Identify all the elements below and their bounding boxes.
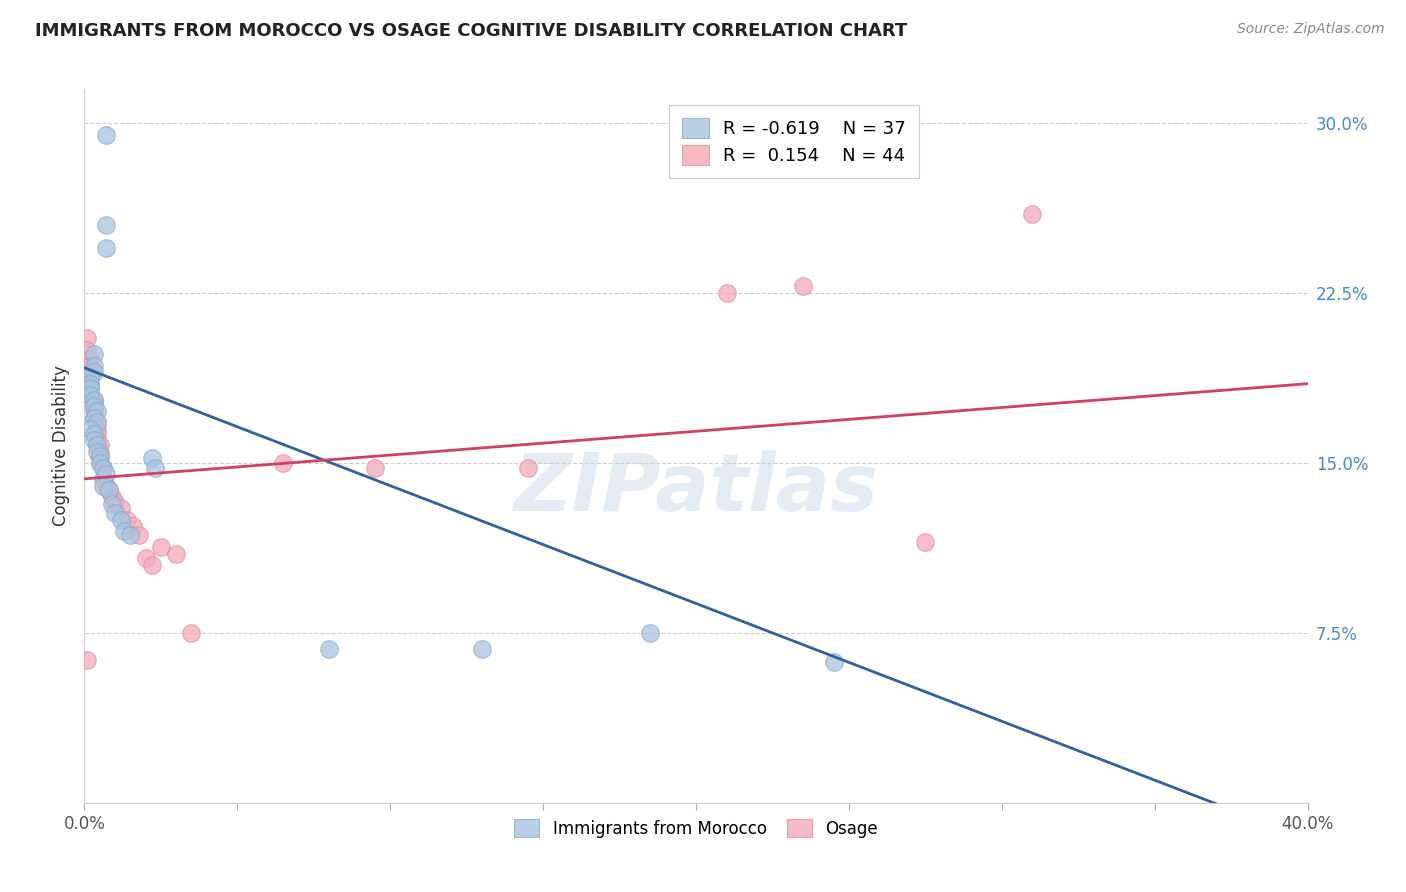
Point <box>180 626 202 640</box>
Point <box>89 456 111 470</box>
Point <box>86 438 108 452</box>
Point <box>165 547 187 561</box>
Point <box>83 410 105 425</box>
Point <box>94 218 117 232</box>
Point <box>792 279 814 293</box>
Point <box>97 483 120 498</box>
Text: IMMIGRANTS FROM MOROCCO VS OSAGE COGNITIVE DISABILITY CORRELATION CHART: IMMIGRANTS FROM MOROCCO VS OSAGE COGNITI… <box>35 22 907 40</box>
Point <box>143 460 166 475</box>
Point <box>76 365 98 379</box>
Point <box>83 426 105 441</box>
Point <box>89 449 111 463</box>
Text: ZIPatlas: ZIPatlas <box>513 450 879 528</box>
Point <box>94 241 117 255</box>
Point <box>94 128 117 142</box>
Point <box>79 381 101 395</box>
Point <box>79 376 101 391</box>
Point <box>83 392 105 407</box>
Point <box>101 497 124 511</box>
Point <box>716 286 738 301</box>
Point <box>79 381 101 395</box>
Point <box>83 392 105 407</box>
Point <box>83 347 105 361</box>
Point <box>110 513 132 527</box>
Point <box>104 506 127 520</box>
Point <box>89 438 111 452</box>
Text: Source: ZipAtlas.com: Source: ZipAtlas.com <box>1237 22 1385 37</box>
Point <box>76 331 98 345</box>
Point <box>83 404 105 418</box>
Point <box>318 641 340 656</box>
Point <box>141 558 163 572</box>
Point <box>79 376 101 391</box>
Point <box>89 444 111 458</box>
Point <box>76 653 98 667</box>
Point <box>128 528 150 542</box>
Point <box>79 359 101 373</box>
Point <box>122 519 145 533</box>
Point <box>86 434 108 448</box>
Point <box>101 490 124 504</box>
Point <box>83 365 105 379</box>
Point <box>76 343 98 357</box>
Point <box>86 415 108 429</box>
Point <box>914 535 936 549</box>
Point <box>86 444 108 458</box>
Point <box>79 388 101 402</box>
Point <box>86 404 108 418</box>
Point <box>79 422 101 436</box>
Point <box>83 434 105 448</box>
Point <box>94 467 117 482</box>
Point <box>149 540 172 554</box>
Point <box>364 460 387 475</box>
Point <box>86 415 108 429</box>
Point <box>110 501 132 516</box>
Point <box>86 426 108 441</box>
Point <box>91 460 114 475</box>
Point <box>1021 207 1043 221</box>
Point <box>83 400 105 414</box>
Point <box>91 478 114 492</box>
Y-axis label: Cognitive Disability: Cognitive Disability <box>52 366 70 526</box>
Point <box>823 656 845 670</box>
Point <box>141 451 163 466</box>
Point <box>79 351 101 366</box>
Point <box>115 513 138 527</box>
Point <box>271 456 294 470</box>
Point <box>89 456 111 470</box>
Point <box>471 641 494 656</box>
Point <box>86 422 108 436</box>
Point <box>79 370 101 384</box>
Point <box>516 460 538 475</box>
Point <box>83 410 105 425</box>
Point <box>89 449 111 463</box>
Point <box>135 551 157 566</box>
Point <box>97 483 120 498</box>
Point <box>91 472 114 486</box>
Point <box>79 370 101 384</box>
Point <box>120 528 142 542</box>
Point <box>638 626 661 640</box>
Point <box>112 524 135 538</box>
Legend: Immigrants from Morocco, Osage: Immigrants from Morocco, Osage <box>508 813 884 845</box>
Point <box>104 494 127 508</box>
Point <box>94 478 117 492</box>
Point <box>83 359 105 373</box>
Point <box>91 460 114 475</box>
Point <box>79 388 101 402</box>
Point <box>83 400 105 414</box>
